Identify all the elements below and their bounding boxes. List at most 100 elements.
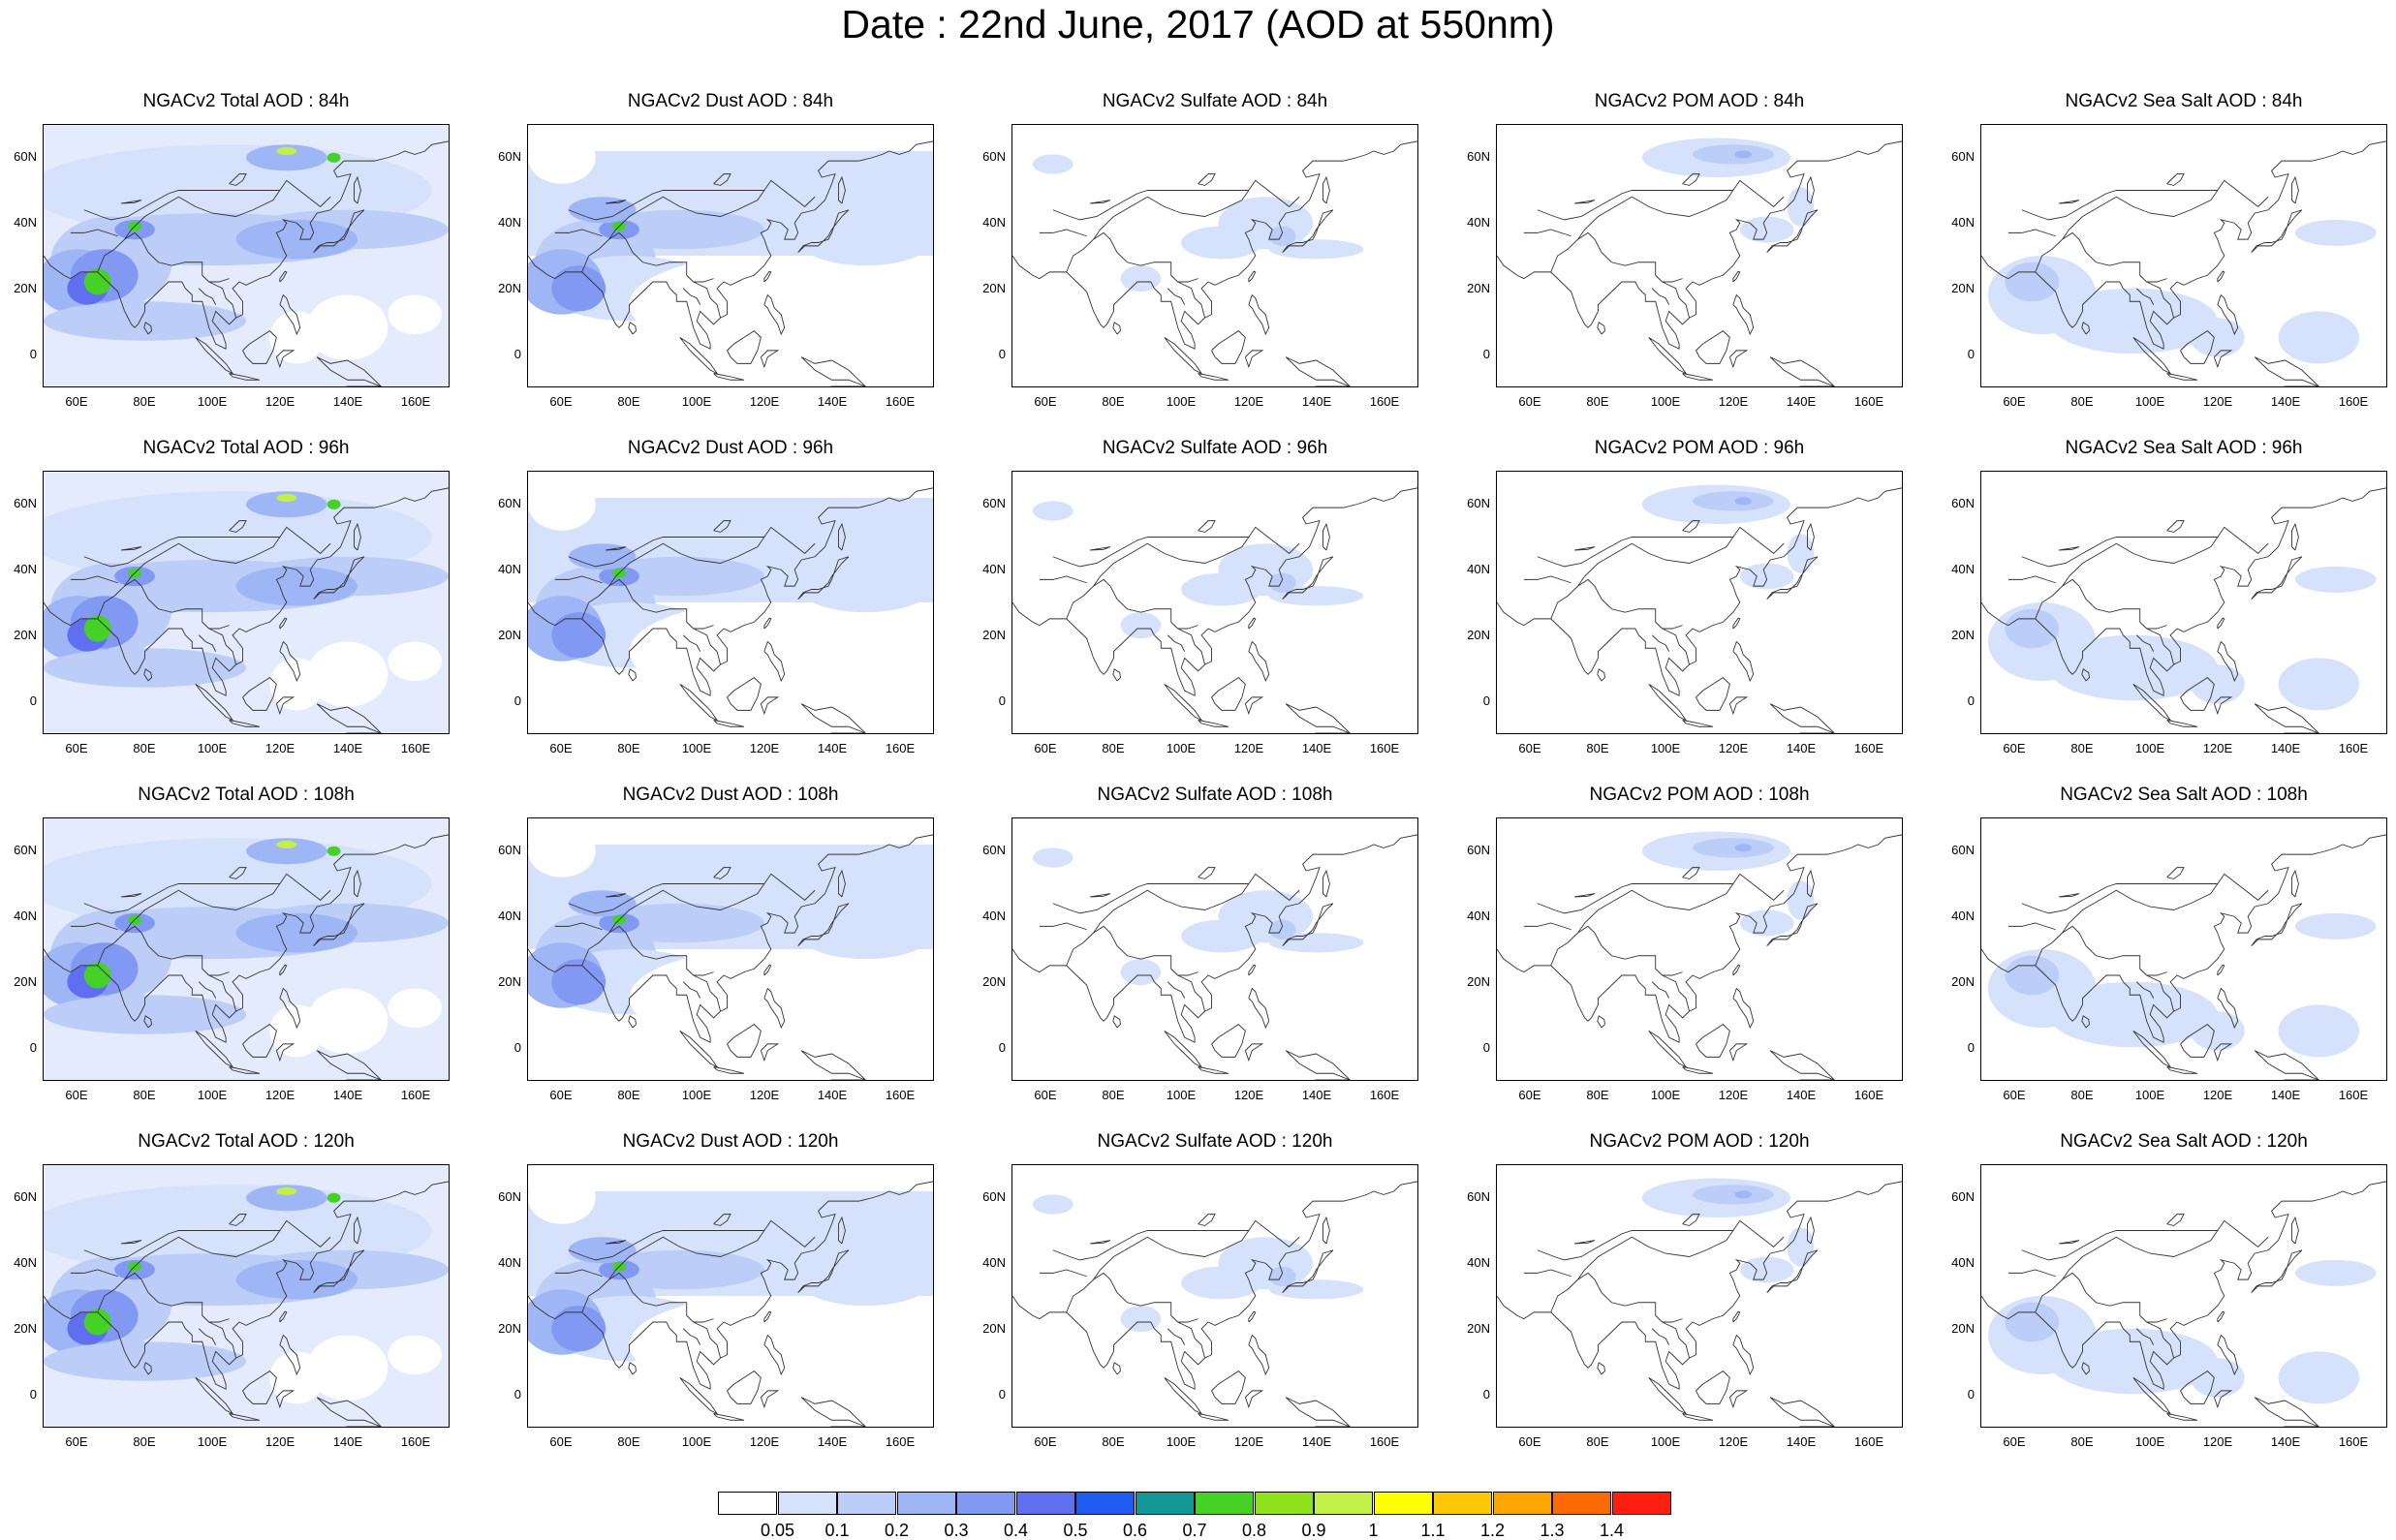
longitude-tick-label: 140E <box>817 741 848 755</box>
panel-title: NGACv2 Sea Salt AOD : 84h <box>2065 91 2303 111</box>
latitude-tick-label: 60N <box>1951 149 1975 164</box>
aod-field <box>1012 125 1417 386</box>
longitude-tick-label: 100E <box>2134 1434 2165 1449</box>
longitude-tick-label: 60E <box>549 1088 573 1102</box>
aod-field <box>44 125 449 386</box>
colorbar-swatch <box>896 1492 956 1515</box>
panel-title: NGACv2 POM AOD : 84h <box>1594 91 1805 111</box>
panel-title: NGACv2 POM AOD : 96h <box>1594 438 1805 458</box>
latitude-tick-label: 60N <box>1467 149 1490 164</box>
colorbar-swatch <box>777 1492 837 1515</box>
aod-field <box>528 1165 933 1427</box>
colorbar-swatch <box>1433 1492 1492 1515</box>
panel-title: NGACv2 Total AOD : 96h <box>142 438 350 458</box>
map-panel <box>527 817 934 1081</box>
latitude-tick-label: 0 <box>998 1040 1006 1055</box>
latitude-tick-label: 20N <box>982 1321 1006 1336</box>
longitude-tick-label: 160E <box>400 1434 431 1449</box>
longitude-tick-label: 120E <box>1718 1088 1749 1102</box>
panel-title: NGACv2 Sulfate AOD : 120h <box>1097 1131 1333 1152</box>
longitude-tick-label: 100E <box>1650 741 1681 755</box>
latitude-tick-label: 20N <box>14 281 37 295</box>
longitude-tick-label: 120E <box>1233 394 1264 409</box>
map-panel <box>1980 471 2387 734</box>
longitude-tick-label: 100E <box>681 1434 712 1449</box>
aod-field <box>44 472 449 733</box>
colorbar-label: 0.2 <box>884 1521 910 1540</box>
colorbar-label: 0.05 <box>760 1521 795 1540</box>
longitude-tick-label: 120E <box>1718 394 1749 409</box>
aod-shading <box>1012 818 1417 1080</box>
longitude-tick-label: 60E <box>1518 741 1541 755</box>
longitude-tick-label: 120E <box>2202 1088 2233 1102</box>
longitude-tick-label: 80E <box>617 1088 640 1102</box>
latitude-tick-label: 60N <box>498 1189 521 1204</box>
longitude-tick-label: 60E <box>65 1434 88 1449</box>
panel-title: NGACv2 Dust AOD : 108h <box>622 785 839 805</box>
latitude-tick-label: 0 <box>1482 347 1490 361</box>
longitude-tick-label: 80E <box>617 741 640 755</box>
latitude-tick-label: 20N <box>1951 1321 1975 1336</box>
longitude-tick-label: 60E <box>1034 1434 1057 1449</box>
latitude-tick-label: 20N <box>498 974 521 989</box>
longitude-tick-label: 100E <box>2134 741 2165 755</box>
longitude-tick-label: 100E <box>681 1088 712 1102</box>
aod-field <box>1981 472 2386 733</box>
colorbar-label: 1.4 <box>1599 1521 1625 1540</box>
longitude-tick-label: 100E <box>681 394 712 409</box>
coastline <box>1981 487 2386 733</box>
coastline <box>1012 140 1417 386</box>
longitude-tick-label: 120E <box>1718 741 1749 755</box>
aod-shading <box>44 1165 449 1427</box>
latitude-tick-label: 0 <box>1967 1040 1975 1055</box>
longitude-tick-label: 160E <box>1853 1088 1884 1102</box>
panel-title: NGACv2 Dust AOD : 96h <box>627 438 834 458</box>
longitude-tick-label: 80E <box>2070 1434 2094 1449</box>
colorbar-label: 1.3 <box>1540 1521 1565 1540</box>
longitude-tick-label: 160E <box>400 394 431 409</box>
aod-shading <box>1981 818 2386 1080</box>
aod-field <box>44 818 449 1080</box>
map-panel <box>1011 1164 1418 1428</box>
longitude-tick-label: 80E <box>133 741 156 755</box>
map-panel <box>1980 124 2387 387</box>
aod-field <box>528 472 933 733</box>
longitude-tick-label: 120E <box>749 1088 780 1102</box>
latitude-tick-label: 20N <box>1467 628 1490 642</box>
latitude-tick-label: 0 <box>1482 1387 1490 1401</box>
latitude-tick-label: 20N <box>982 628 1006 642</box>
colorbar-label: 1 <box>1368 1521 1379 1540</box>
latitude-tick-label: 0 <box>513 1040 521 1055</box>
colorbar-label: 1.1 <box>1420 1521 1446 1540</box>
longitude-tick-label: 120E <box>749 741 780 755</box>
longitude-tick-label: 140E <box>1301 1088 1332 1102</box>
colorbar-swatch <box>1611 1492 1671 1515</box>
colorbar-swatch <box>1015 1492 1075 1515</box>
coastline <box>1981 140 2386 386</box>
longitude-tick-label: 120E <box>2202 1434 2233 1449</box>
aod-field <box>1497 125 1902 386</box>
longitude-tick-label: 140E <box>2270 1088 2301 1102</box>
colorbar-swatch <box>1373 1492 1433 1515</box>
map-panel <box>1496 1164 1903 1428</box>
latitude-tick-label: 40N <box>1951 562 1975 576</box>
aod-field <box>528 125 933 386</box>
latitude-tick-label: 40N <box>982 1255 1006 1270</box>
longitude-tick-label: 60E <box>549 394 573 409</box>
colorbar-label: 0.4 <box>1003 1521 1029 1540</box>
latitude-tick-label: 60N <box>982 496 1006 510</box>
coastline <box>1497 834 1902 1080</box>
longitude-tick-label: 140E <box>817 1088 848 1102</box>
latitude-tick-label: 0 <box>29 693 37 708</box>
longitude-tick-label: 80E <box>133 1434 156 1449</box>
longitude-tick-label: 80E <box>1586 741 1609 755</box>
colorbar-label: 0.9 <box>1301 1521 1326 1540</box>
latitude-tick-label: 60N <box>14 843 37 857</box>
longitude-tick-label: 160E <box>1369 394 1400 409</box>
longitude-tick-label: 60E <box>1518 1434 1541 1449</box>
latitude-tick-label: 0 <box>998 347 1006 361</box>
latitude-tick-label: 20N <box>982 281 1006 295</box>
latitude-tick-label: 40N <box>982 215 1006 230</box>
map-panel <box>43 1164 450 1428</box>
map-panel <box>527 1164 934 1428</box>
